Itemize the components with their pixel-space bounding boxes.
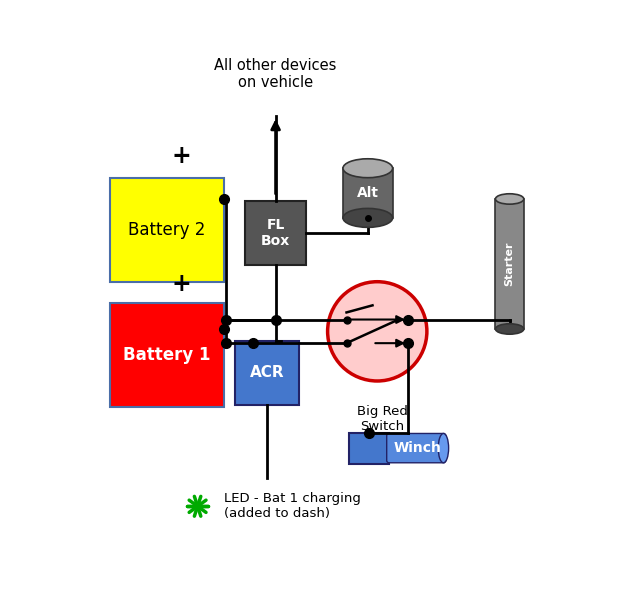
Text: +: +	[171, 144, 191, 168]
Text: Battery 2: Battery 2	[128, 220, 205, 239]
Ellipse shape	[343, 159, 392, 177]
FancyBboxPatch shape	[110, 177, 224, 282]
FancyBboxPatch shape	[245, 201, 306, 265]
FancyBboxPatch shape	[236, 341, 299, 405]
Text: All other devices
on vehicle: All other devices on vehicle	[214, 58, 337, 90]
FancyBboxPatch shape	[349, 433, 389, 464]
Text: Big Red
Switch: Big Red Switch	[357, 405, 408, 433]
Ellipse shape	[495, 194, 524, 204]
Ellipse shape	[438, 433, 449, 463]
Text: Winch: Winch	[394, 441, 442, 455]
FancyBboxPatch shape	[387, 433, 446, 463]
Text: LED - Bat 1 charging
(added to dash): LED - Bat 1 charging (added to dash)	[224, 492, 360, 520]
Text: Alt: Alt	[357, 186, 379, 200]
Text: Battery 1: Battery 1	[123, 346, 210, 364]
Text: +: +	[171, 272, 191, 296]
Text: ACR: ACR	[250, 365, 285, 380]
Text: Starter: Starter	[505, 242, 515, 286]
FancyBboxPatch shape	[110, 303, 224, 407]
Ellipse shape	[495, 324, 524, 334]
Circle shape	[328, 282, 427, 381]
FancyBboxPatch shape	[343, 168, 392, 218]
Text: FL
Box: FL Box	[261, 218, 290, 248]
FancyBboxPatch shape	[495, 199, 524, 329]
Ellipse shape	[343, 208, 392, 227]
